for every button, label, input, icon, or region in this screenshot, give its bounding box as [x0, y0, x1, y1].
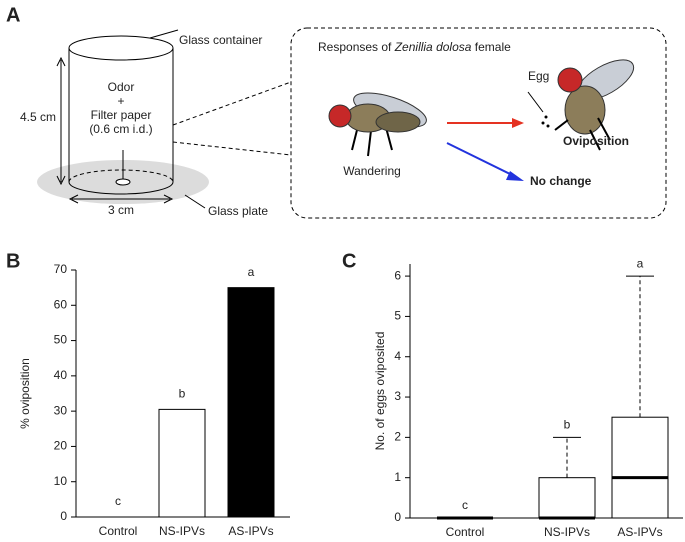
box — [538, 477, 596, 519]
y-tick-label: 0 — [60, 509, 67, 523]
label: Wandering — [343, 164, 401, 178]
x-tick-label: AS-IPVs — [617, 525, 662, 539]
annotation: a — [637, 256, 644, 270]
annotation: b — [564, 418, 571, 432]
y-tick-label: 20 — [54, 439, 68, 453]
arrow — [446, 142, 515, 177]
y-tick-label: 30 — [54, 403, 68, 417]
panel-label: A — [6, 4, 20, 26]
box — [611, 416, 669, 519]
panel-label: C — [342, 250, 356, 272]
y-axis-label: No. of eggs oviposited — [373, 332, 387, 451]
label: Filter paper — [91, 108, 152, 122]
text: Zenillia dolosa — [394, 40, 472, 54]
dimension — [68, 194, 174, 204]
y-tick-label: 6 — [394, 268, 401, 282]
cylinder-front — [68, 181, 174, 195]
annotation: c — [462, 498, 468, 512]
y-tick-label: 1 — [394, 470, 401, 484]
label: Glass plate — [208, 204, 268, 218]
arrowhead — [506, 171, 524, 181]
x-tick-label: Control — [446, 525, 485, 539]
filter-paper — [115, 178, 131, 186]
label: Egg — [528, 69, 549, 83]
annotation: b — [179, 387, 186, 401]
panel-label: B — [6, 250, 20, 272]
bar — [158, 408, 206, 518]
x-tick-label: NS-IPVs — [544, 525, 590, 539]
text: female — [471, 40, 511, 54]
frame — [290, 27, 667, 219]
apparatus: Glass container Odor + Filter paper (0.6… — [20, 29, 292, 218]
label: + — [117, 94, 124, 108]
label: 4.5 cm — [20, 110, 56, 124]
cylinder-top — [68, 35, 174, 61]
pointer — [184, 194, 206, 209]
responses-box: Responses of Zenillia dolosa female Egg … — [290, 27, 667, 219]
text: Responses of — [318, 40, 395, 54]
dimension — [56, 56, 66, 186]
y-tick-label: 4 — [394, 349, 401, 363]
y-tick-label: 2 — [394, 430, 401, 444]
pointer — [149, 29, 179, 39]
x-tick-label: AS-IPVs — [228, 524, 273, 538]
y-tick-label: 40 — [54, 368, 68, 382]
label: Oviposition — [563, 134, 629, 148]
label: 3 cm — [108, 203, 134, 217]
label: No change — [530, 174, 592, 188]
y-tick-label: 3 — [394, 389, 401, 403]
label: Glass container — [179, 33, 262, 47]
y-tick-label: 50 — [54, 333, 68, 347]
zoom-line — [172, 141, 292, 156]
bar — [227, 287, 275, 518]
cylinder-back — [68, 169, 174, 183]
arrowhead — [512, 118, 524, 128]
annotation: a — [248, 265, 255, 279]
label: Odor — [108, 80, 135, 94]
y-tick-label: 10 — [54, 474, 68, 488]
fly-wandering — [328, 92, 427, 157]
x-tick-label: NS-IPVs — [159, 524, 205, 538]
y-tick-label: 60 — [54, 297, 68, 311]
fly-ovipositing — [527, 59, 635, 151]
x-tick-label: Control — [99, 524, 138, 538]
annotation: c — [115, 494, 121, 508]
y-axis-label: % oviposition — [18, 358, 32, 429]
y-tick-label: 5 — [394, 309, 401, 323]
title: Responses of Zenillia dolosa female — [318, 40, 511, 54]
y-tick-label: 70 — [54, 262, 68, 276]
y-tick-label: 0 — [394, 510, 401, 524]
zoom-line — [172, 81, 292, 126]
label: (0.6 cm i.d.) — [89, 122, 152, 136]
